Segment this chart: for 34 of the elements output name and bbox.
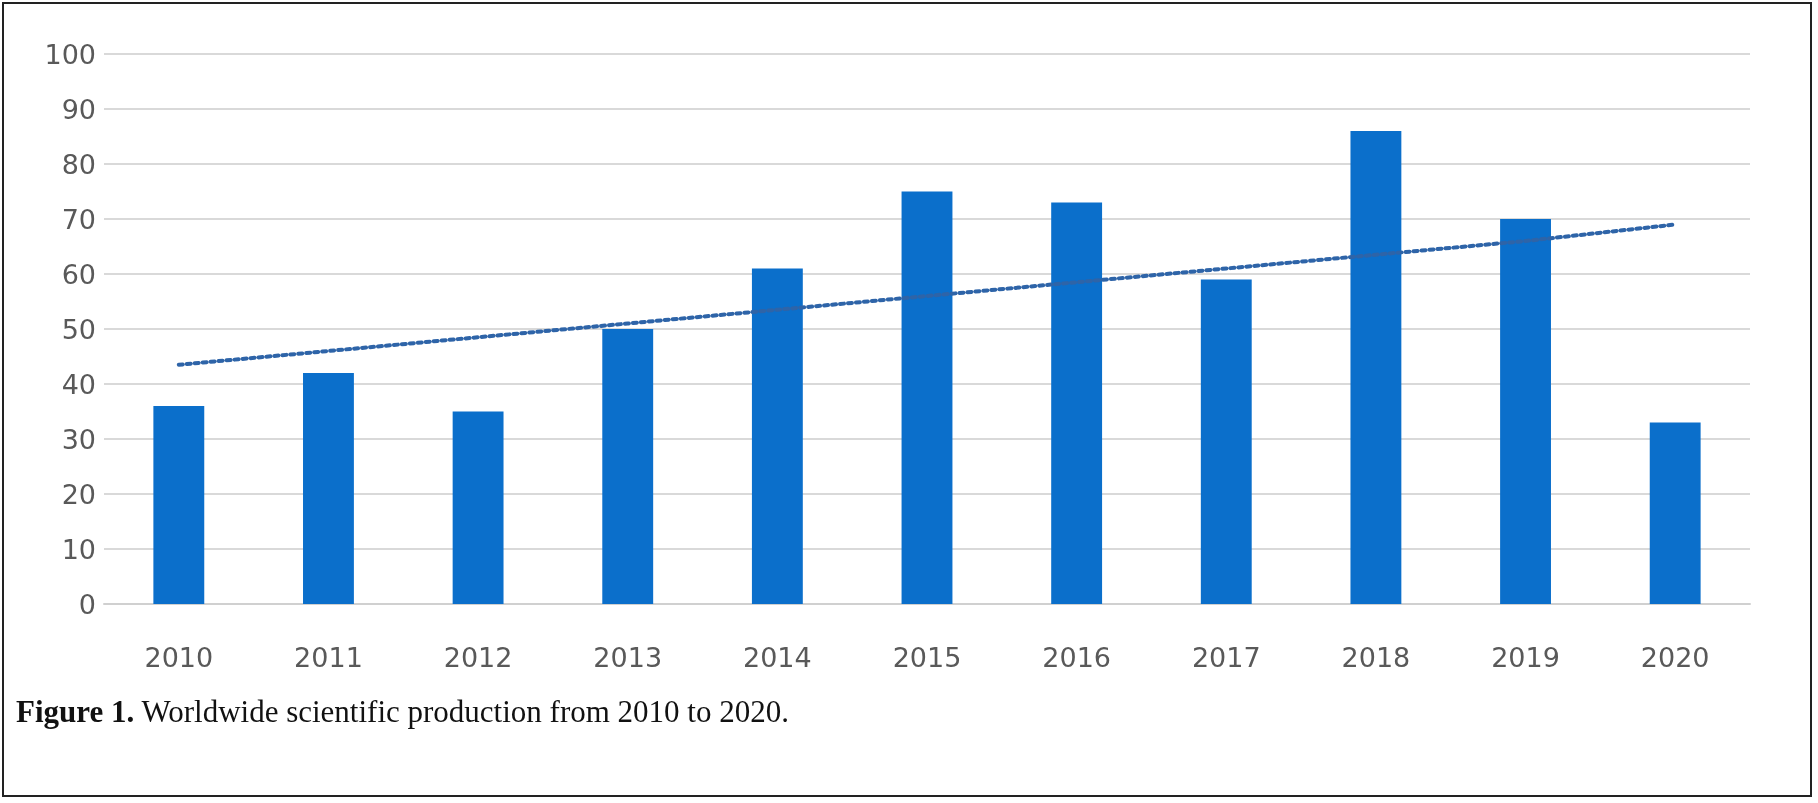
y-tick-label: 40 bbox=[61, 368, 96, 400]
bar bbox=[751, 268, 803, 604]
x-tick-label: 2018 bbox=[1341, 642, 1411, 673]
bar bbox=[1350, 131, 1402, 604]
x-tick-label: 2011 bbox=[294, 642, 363, 673]
bar bbox=[153, 406, 205, 604]
y-tick-label: 0 bbox=[78, 588, 96, 620]
bar bbox=[452, 411, 504, 604]
bar bbox=[1051, 202, 1103, 604]
x-tick-label: 2012 bbox=[443, 642, 513, 673]
x-tick-label: 2020 bbox=[1640, 642, 1710, 673]
x-tick-label: 2013 bbox=[593, 642, 663, 673]
x-tick-label: 2017 bbox=[1191, 642, 1261, 673]
x-tick-label: 2014 bbox=[743, 642, 812, 673]
x-tick-label: 2019 bbox=[1491, 642, 1560, 673]
y-tick-label: 90 bbox=[61, 93, 96, 125]
caption: Figure 1. Worldwide scientific production from 2010 to 2020. bbox=[16, 694, 789, 730]
bar bbox=[303, 373, 354, 604]
bar bbox=[1500, 219, 1551, 604]
y-tick-label: 50 bbox=[61, 313, 96, 345]
x-tick-label: 2015 bbox=[892, 642, 962, 673]
bar bbox=[602, 329, 654, 604]
x-tick-label: 2016 bbox=[1042, 642, 1111, 673]
y-tick-label: 10 bbox=[61, 533, 96, 565]
bar bbox=[1649, 422, 1701, 604]
y-tick-label: 80 bbox=[61, 148, 96, 180]
bar bbox=[901, 191, 953, 604]
y-tick-label: 70 bbox=[61, 203, 96, 235]
y-tick-label: 30 bbox=[61, 423, 96, 455]
y-tick-label: 20 bbox=[61, 478, 96, 510]
bar bbox=[1200, 279, 1252, 604]
y-tick-label: 100 bbox=[44, 38, 96, 70]
y-tick-label: 60 bbox=[61, 258, 96, 290]
x-tick-label: 2010 bbox=[144, 642, 214, 673]
